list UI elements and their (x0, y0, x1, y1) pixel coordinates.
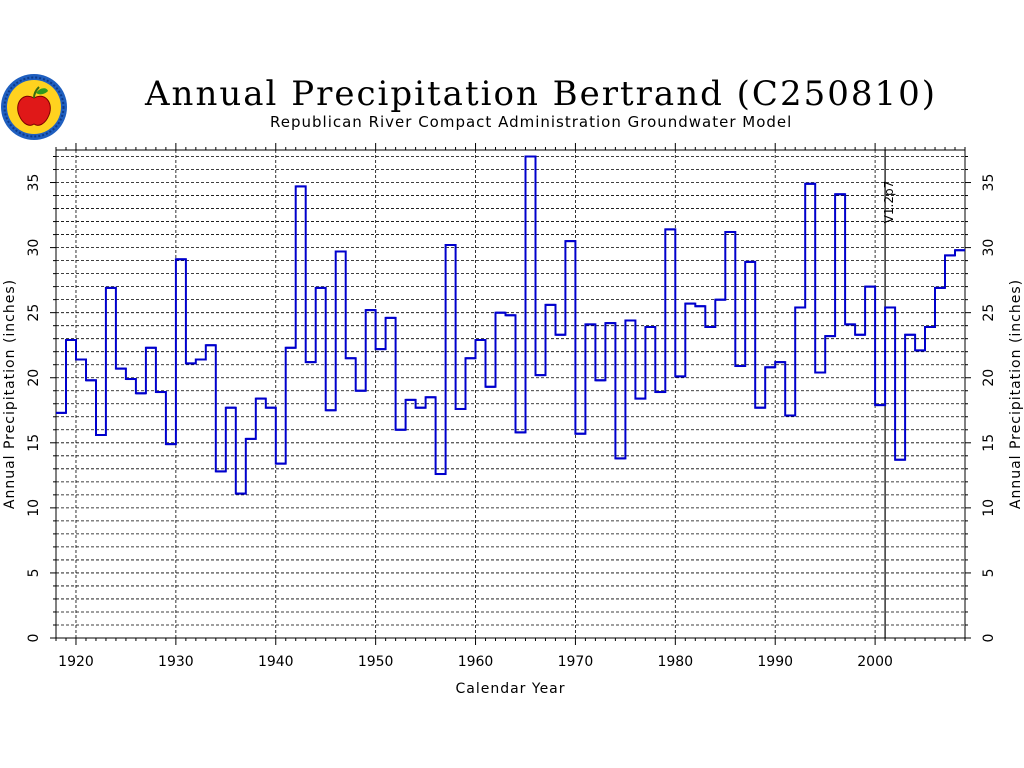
x-tick-label: 1940 (258, 654, 294, 670)
y-tick-label-left: 30 (26, 239, 42, 257)
x-tick-label: 1990 (757, 654, 793, 670)
x-tick-label: 1980 (657, 654, 693, 670)
chart-title: Annual Precipitation Bertrand (C250810) (145, 74, 937, 114)
apple-seal-icon (0, 72, 70, 142)
x-axis-label: Calendar Year (455, 681, 565, 697)
labels: 0 0 5 5 10 10 15 15 20 20 25 25 30 30 35 35 1920 1930 1940… (2, 174, 1024, 697)
y-tick-label-right: 30 (981, 239, 997, 257)
y-axis-label-left: Annual Precipitation (inches) (2, 279, 18, 509)
y-tick-label-left: 10 (26, 499, 42, 517)
y-tick-label-left: 15 (26, 434, 42, 452)
y-tick-label-left: 35 (26, 174, 42, 192)
y-tick-label-left: 5 (26, 568, 42, 577)
y-tick-label-left: 25 (26, 304, 42, 322)
y-tick-label-left: 20 (26, 369, 42, 387)
x-tick-label: 2000 (857, 654, 893, 670)
series-layer (56, 155, 965, 495)
y-tick-label-right: 35 (981, 174, 997, 192)
plot-frame (55, 149, 966, 639)
y-axis-label-right: Annual Precipitation (inches) (1008, 279, 1024, 509)
x-tick-label: 1930 (158, 654, 194, 670)
grid (56, 150, 965, 638)
x-tick-label: 1920 (58, 654, 94, 670)
annotation-label: V1.2p7 (882, 181, 896, 224)
x-tick-label: 1960 (458, 654, 494, 670)
axes (50, 143, 971, 645)
y-tick-label-left: 0 (26, 634, 42, 643)
y-tick-label-right: 20 (981, 369, 997, 387)
y-tick-label-right: 15 (981, 434, 997, 452)
x-tick-label: 1970 (558, 654, 594, 670)
y-tick-label-right: 5 (981, 568, 997, 577)
chart-subtitle: Republican River Compact Administration … (270, 113, 793, 131)
y-tick-label-right: 0 (981, 634, 997, 643)
y-tick-label-right: 10 (981, 499, 997, 517)
x-tick-label: 1950 (358, 654, 394, 670)
y-tick-label-right: 25 (981, 304, 997, 322)
